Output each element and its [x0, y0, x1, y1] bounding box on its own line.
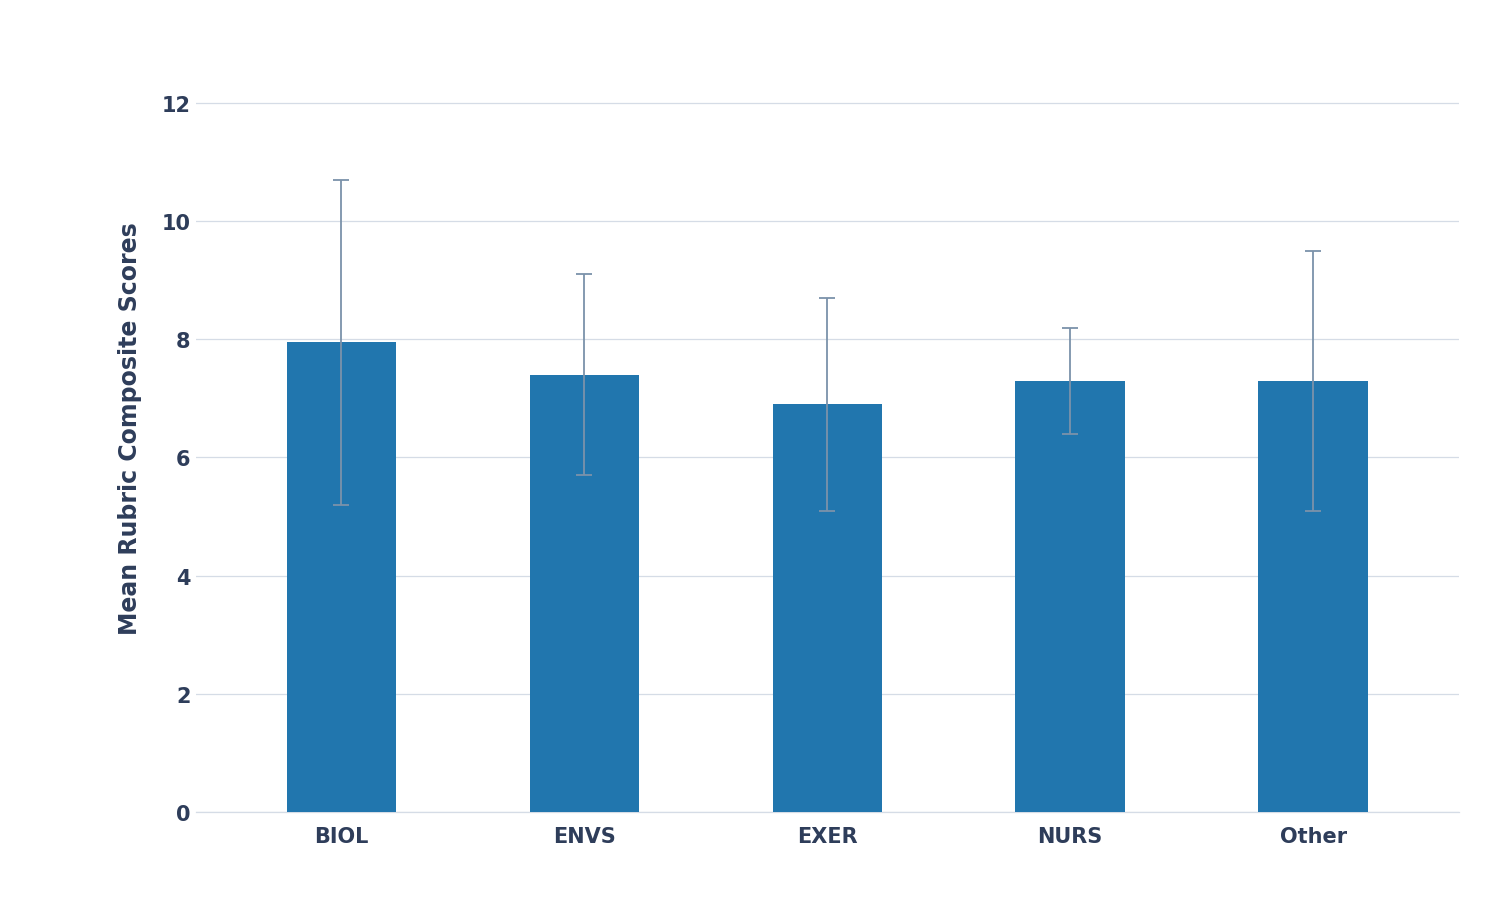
Bar	[773, 405, 881, 812]
Bar	[529, 375, 639, 812]
Bar	[1015, 382, 1125, 812]
Bar	[1259, 382, 1367, 812]
Bar	[287, 343, 396, 812]
Y-axis label: Mean Rubric Composite Scores: Mean Rubric Composite Scores	[119, 222, 143, 635]
